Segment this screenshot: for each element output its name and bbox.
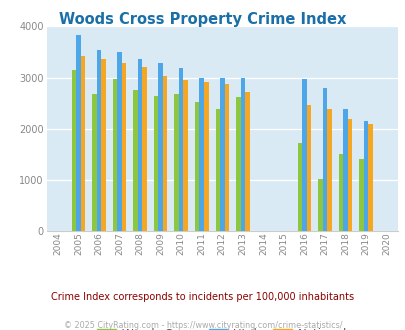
Bar bbox=[162, 76, 167, 231]
Bar bbox=[72, 70, 76, 231]
Text: Woods Cross Property Crime Index: Woods Cross Property Crime Index bbox=[59, 12, 346, 26]
Bar bbox=[297, 143, 301, 231]
Bar bbox=[245, 92, 249, 231]
Text: © 2025 CityRating.com - https://www.cityrating.com/crime-statistics/: © 2025 CityRating.com - https://www.city… bbox=[64, 321, 341, 330]
Bar bbox=[326, 109, 331, 231]
Bar bbox=[153, 96, 158, 231]
Bar bbox=[142, 67, 147, 231]
Bar bbox=[240, 78, 245, 231]
Bar bbox=[183, 80, 188, 231]
Bar bbox=[158, 63, 162, 231]
Bar bbox=[220, 78, 224, 231]
Bar bbox=[301, 79, 306, 231]
Bar bbox=[342, 109, 347, 231]
Bar bbox=[76, 35, 81, 231]
Bar bbox=[174, 94, 179, 231]
Bar bbox=[138, 59, 142, 231]
Bar bbox=[347, 119, 352, 231]
Bar bbox=[215, 109, 220, 231]
Bar bbox=[194, 102, 199, 231]
Bar bbox=[92, 94, 96, 231]
Bar bbox=[81, 56, 85, 231]
Bar bbox=[322, 88, 326, 231]
Bar bbox=[199, 78, 203, 231]
Bar bbox=[358, 159, 363, 231]
Bar bbox=[235, 97, 240, 231]
Bar bbox=[133, 90, 138, 231]
Bar bbox=[117, 52, 121, 231]
Bar bbox=[96, 50, 101, 231]
Bar bbox=[363, 121, 367, 231]
Bar bbox=[318, 179, 322, 231]
Bar bbox=[306, 105, 311, 231]
Legend: Woods Cross, Utah, National: Woods Cross, Utah, National bbox=[92, 323, 351, 330]
Bar bbox=[338, 154, 342, 231]
Bar bbox=[101, 59, 106, 231]
Bar bbox=[367, 124, 372, 231]
Bar bbox=[203, 82, 208, 231]
Bar bbox=[113, 79, 117, 231]
Bar bbox=[179, 68, 183, 231]
Bar bbox=[122, 63, 126, 231]
Text: Crime Index corresponds to incidents per 100,000 inhabitants: Crime Index corresponds to incidents per… bbox=[51, 292, 354, 302]
Bar bbox=[224, 84, 228, 231]
